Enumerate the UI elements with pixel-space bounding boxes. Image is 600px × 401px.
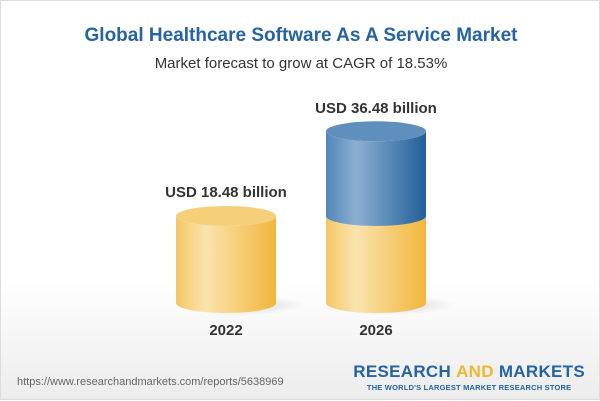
- research-and-markets-logo: RESEARCH AND MARKETS THE WORLD'S LARGEST…: [353, 362, 585, 392]
- bar-top-2022: [176, 206, 276, 226]
- logo-text: RESEARCH: [353, 362, 457, 381]
- bar-top-2026: [326, 121, 426, 142]
- data-label-2022: USD 18.48 billion: [165, 184, 287, 201]
- chart-title: Global Healthcare Software As A Service …: [84, 25, 518, 46]
- source-url[interactable]: https://www.researchandmarkets.com/repor…: [17, 376, 284, 388]
- chart-subtitle: Market forecast to grow at CAGR of 18.53…: [154, 55, 448, 72]
- category-label-2022: 2022: [209, 322, 242, 339]
- logo-text-accent: AND: [456, 362, 494, 381]
- logo-text: MARKETS: [493, 362, 585, 381]
- bar-2026-growth: [326, 131, 426, 226]
- bar-2022-base: [176, 216, 276, 313]
- category-label-2026: 2026: [359, 322, 392, 339]
- bar-2026-base: [326, 216, 426, 313]
- data-label-2026: USD 36.48 billion: [315, 100, 437, 117]
- logo-tagline: THE WORLD'S LARGEST MARKET RESEARCH STOR…: [366, 383, 572, 392]
